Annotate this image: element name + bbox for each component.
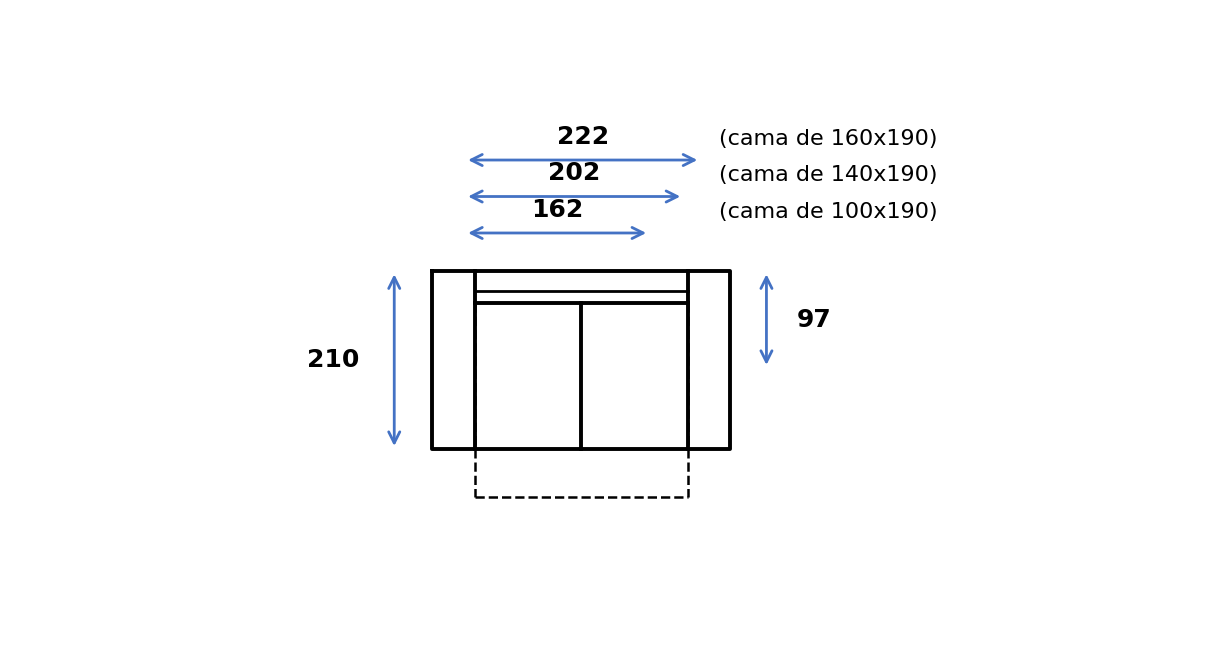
Text: 202: 202 bbox=[547, 161, 600, 186]
Text: 210: 210 bbox=[307, 348, 359, 372]
Text: 222: 222 bbox=[557, 125, 609, 149]
Text: 162: 162 bbox=[532, 198, 583, 222]
Text: (cama de 160x190): (cama de 160x190) bbox=[719, 129, 937, 149]
Text: (cama de 100x190): (cama de 100x190) bbox=[719, 202, 937, 222]
Text: (cama de 140x190): (cama de 140x190) bbox=[719, 165, 937, 186]
Text: 97: 97 bbox=[797, 308, 831, 332]
